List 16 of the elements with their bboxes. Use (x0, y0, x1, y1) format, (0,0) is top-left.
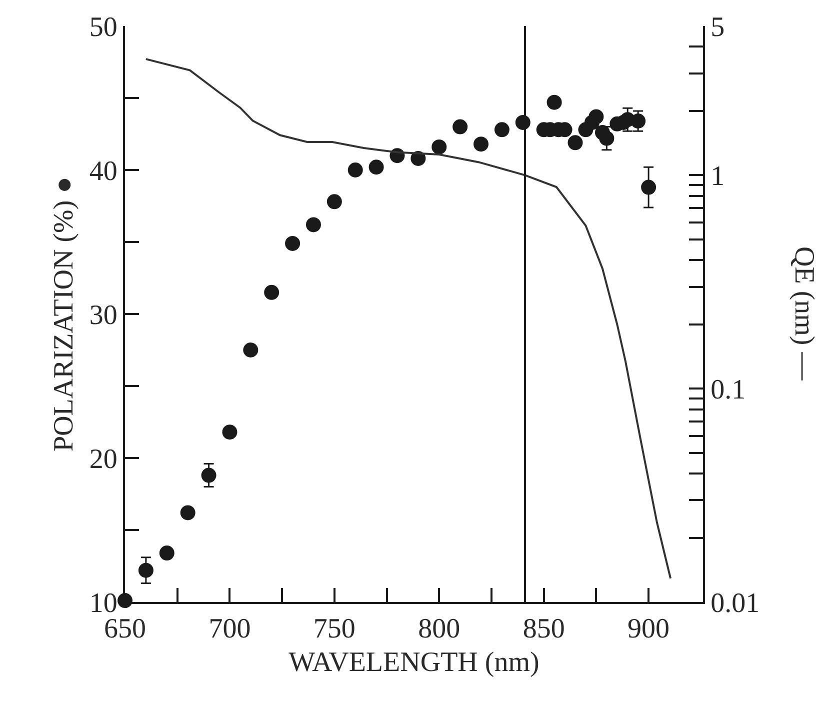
y2-tick-label: 5 (710, 12, 725, 43)
y2-tick-label: 0.1 (710, 374, 746, 406)
x-tick-label: 750 (313, 614, 356, 645)
y-tick-label: 20 (89, 444, 118, 475)
x-tick-label: 850 (522, 614, 565, 645)
y2-axis-title: QE (nm) — (788, 246, 820, 382)
x-tick-label: 700 (208, 614, 251, 645)
y2-tick-label: 1 (710, 160, 725, 192)
x-axis-title: WAVELENGTH (nm) (288, 647, 540, 678)
y-tick-label: 30 (89, 300, 118, 331)
x-tick-label: 800 (418, 614, 460, 645)
y-axis-title: POLARIZATION (%) ● (48, 176, 80, 452)
y-tick-label: 40 (89, 156, 118, 187)
y-tick-label: 50 (89, 12, 118, 43)
y2-tick-label: 0.01 (710, 588, 760, 619)
x-tick-label: 900 (628, 614, 670, 645)
